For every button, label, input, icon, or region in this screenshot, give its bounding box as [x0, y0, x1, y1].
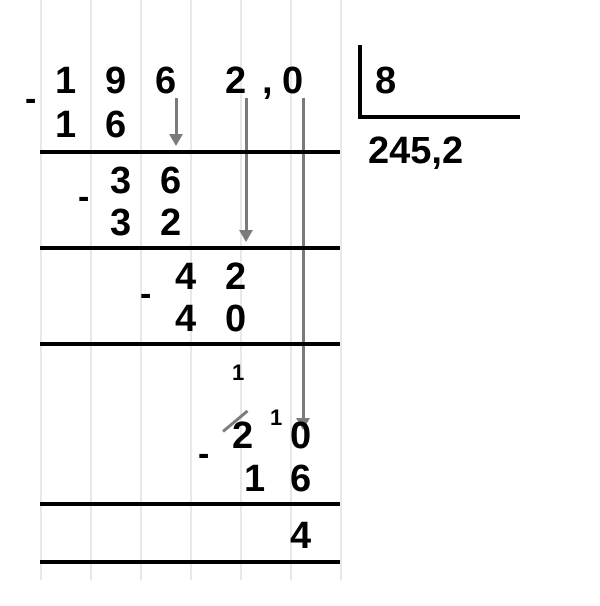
- arrow-head-1: [239, 230, 253, 242]
- dividend-digit-3: 2: [225, 60, 246, 103]
- column-guide-1: [90, 0, 92, 580]
- divisor-bracket-horizontal: [358, 115, 520, 119]
- dividend-digit-1: 9: [105, 60, 126, 103]
- dividend-digit-2: 6: [155, 60, 176, 103]
- divisor-bracket-vertical: [358, 45, 362, 115]
- dividend-comma: ,: [262, 60, 273, 103]
- column-guide-0: [40, 0, 42, 580]
- minus-sign-0: -: [25, 80, 36, 119]
- step2-top-1: 6: [160, 160, 181, 203]
- remainder: 4: [290, 515, 311, 558]
- arrow-line-1: [245, 98, 248, 232]
- row0-digit-1: 6: [105, 104, 126, 147]
- arrow-line-0: [175, 98, 178, 136]
- hline-4: [40, 560, 340, 564]
- dividend-digit-4: 0: [282, 60, 303, 103]
- quotient: 245,2: [368, 130, 463, 173]
- step4-carry-small: 1: [270, 405, 282, 431]
- step3-sub-1: 0: [225, 298, 246, 341]
- step4-sub-1: 6: [290, 458, 311, 501]
- step3-top-1: 2: [225, 256, 246, 299]
- minus-step3: -: [140, 275, 151, 314]
- step2-sub-0: 3: [110, 202, 131, 245]
- long-division-diagram: 8245,219620,-16-3632-42401-201164: [0, 0, 600, 606]
- step4-top-1: 0: [290, 415, 311, 458]
- hline-0: [40, 150, 340, 154]
- hline-3: [40, 502, 340, 506]
- step3-sub-0: 4: [175, 298, 196, 341]
- dividend-digit-0: 1: [55, 60, 76, 103]
- arrow-line-2: [302, 98, 305, 420]
- step3-top-0: 4: [175, 256, 196, 299]
- minus-step2: -: [78, 178, 89, 217]
- step4-sub-0: 1: [244, 458, 265, 501]
- minus-step4: -: [198, 435, 209, 474]
- row0-digit-0: 1: [55, 104, 76, 147]
- arrow-head-0: [169, 134, 183, 146]
- column-guide-6: [340, 0, 342, 580]
- carry-small-1: 1: [232, 360, 244, 386]
- step2-sub-1: 2: [160, 202, 181, 245]
- hline-1: [40, 246, 340, 250]
- step2-top-0: 3: [110, 160, 131, 203]
- hline-2: [40, 342, 340, 346]
- divisor: 8: [375, 60, 396, 103]
